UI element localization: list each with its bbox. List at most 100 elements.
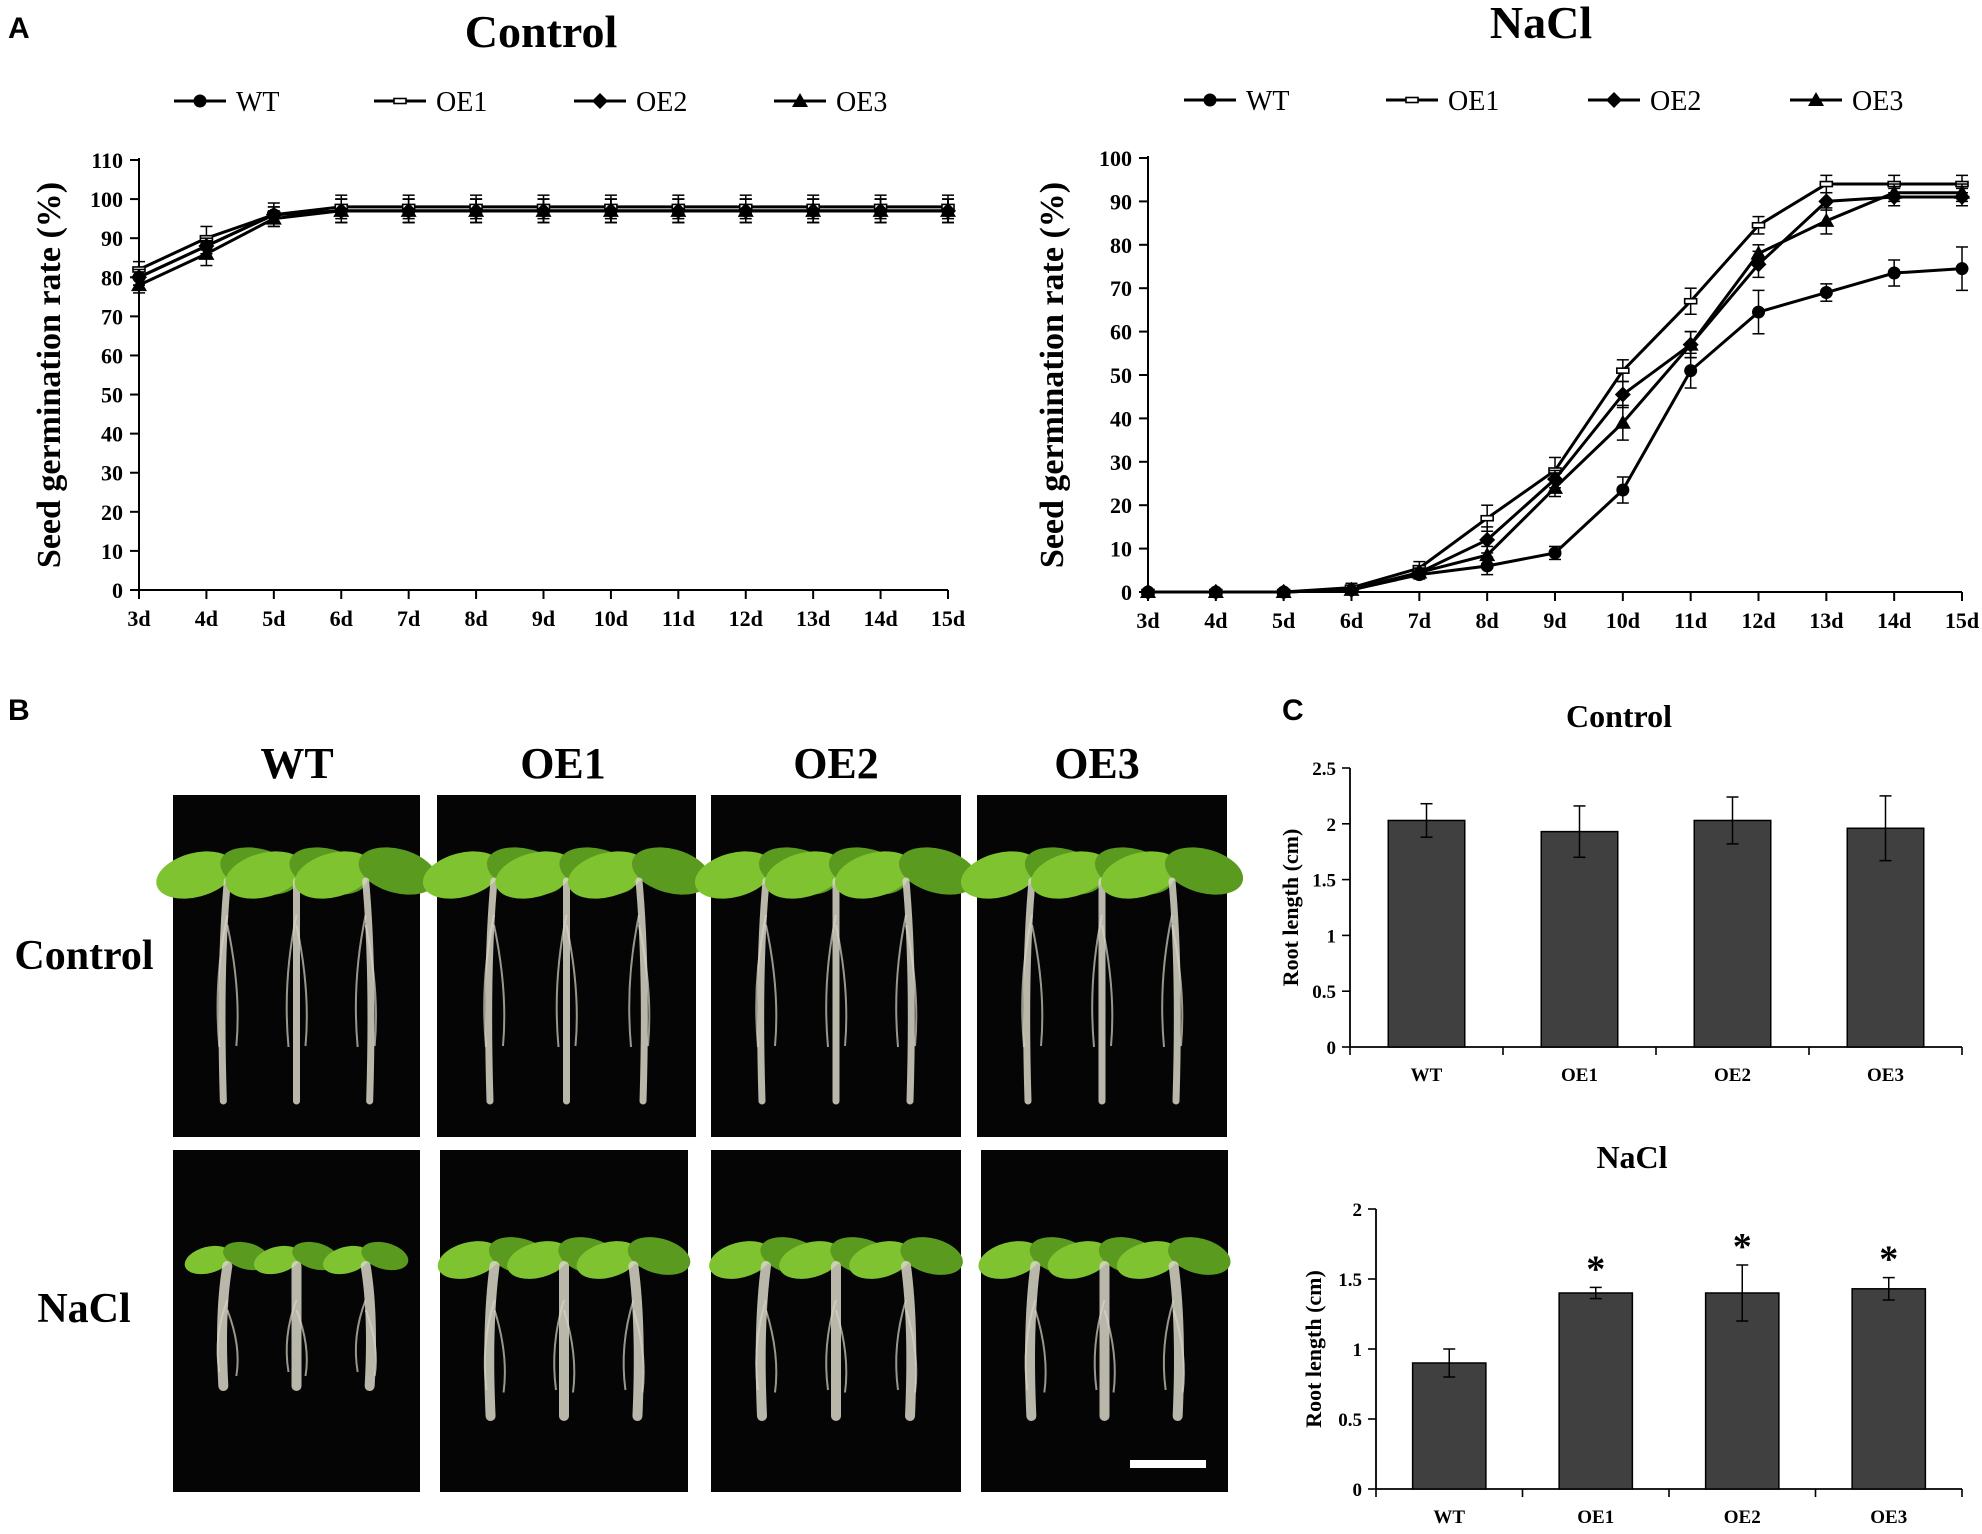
seedling-root [218,877,231,1105]
seedling-leaf [184,1245,232,1275]
y-tick-label: 0 [1121,580,1132,605]
seedling-leaf [422,851,502,899]
data-point-oe2 [1614,386,1631,403]
y-axis-label: Root length (cm) [1278,829,1303,987]
x-tick-label-wt: WT [1411,1065,1443,1086]
y-axis-label: Seed germination rate (%) [31,182,68,568]
seedling-leaf [1030,851,1110,899]
data-point-oe3 [1411,564,1428,579]
seedling-root-hair [354,914,367,1048]
y-tick-label: 50 [101,383,123,408]
seedling-leaf [900,1237,963,1275]
seedling-leaf [495,851,574,899]
bar-wt [1411,1362,1487,1490]
seedling-root-hair [364,924,377,1047]
x-tick-label: 11d [1674,608,1707,633]
legend-label-oe3: OE3 [1852,86,1903,117]
seedling-root-hair [1162,1299,1175,1391]
x-tick-label: 3d [127,606,150,631]
seedling-root-hair [825,914,837,1048]
x-tick-label-oe1: OE1 [1561,1065,1598,1086]
seedling-root-hair [553,1299,565,1391]
seedling-leaf [1164,847,1244,895]
seedling-root [902,877,915,1105]
seedling-leaf [709,1241,772,1279]
y-tick-label: 80 [1110,233,1132,258]
data-point-oe3 [1750,245,1767,260]
chart-title-nacl: NaCl [1596,1139,1667,1175]
photo-row-nacl: NaCl [37,1286,130,1332]
y-tick-label: 0 [1327,1038,1337,1059]
legend-marker-oe3 [1808,92,1824,106]
line-chart-control: Control WT OE1 OE2 OE3 0 10 20 30 40 50 60 70 80 90 100… [31,6,965,631]
y-tick-label: 70 [101,304,123,329]
data-point-oe3 [535,202,552,217]
panel-letter-c: C [1282,694,1304,727]
x-tick-label: 3d [1136,608,1159,633]
seedling-leaf [1100,851,1180,899]
bar-oe2 [1693,819,1772,1048]
seedling-root [628,1261,644,1421]
seedling-root-hair [226,924,239,1047]
seedling-root [484,1261,500,1421]
photo-column-oe3: OE3 [1054,739,1140,788]
x-tick-label-oe2: OE2 [1714,1065,1751,1086]
photo-column-oe2: OE2 [793,739,879,788]
seedling-leaf [1168,1237,1231,1275]
bar-oe3 [1851,1288,1927,1490]
seedling-root-hair [895,1299,907,1391]
data-point-oe3 [1614,414,1631,429]
data-point-oe3 [805,202,822,217]
x-tick-label: 14d [863,606,897,631]
seedling-leaf [507,1241,570,1279]
x-tick-label: 13d [1809,608,1843,633]
data-point-oe3 [872,202,889,217]
x-tick-label-oe1: OE1 [1577,1507,1614,1528]
y-tick-label: 40 [1110,406,1132,431]
seedling-root-hair [565,924,578,1047]
seedling-leaf [898,847,978,895]
legend-marker-wt [193,94,207,108]
seedling-root-hair [216,914,229,1048]
legend-label-oe2: OE2 [636,87,687,118]
y-tick-label: 50 [1110,363,1132,388]
seedling-root-hair [555,914,568,1048]
seedling-root-hair [835,924,848,1047]
scale-bar [1130,1460,1206,1468]
y-tick-label: 30 [101,461,123,486]
seedling-root-hair [765,924,778,1047]
series-line-oe2 [1148,195,1962,594]
seedling-root-hair [755,1299,767,1391]
data-point-oe1 [1683,297,1698,305]
data-point-oe1 [1480,514,1494,522]
seedling-leaf [849,1241,912,1279]
seedling-leaf [960,851,1040,899]
data-point-oe2 [1479,531,1496,548]
legend-marker-oe2 [1606,92,1622,108]
seedling-leaf [437,1241,501,1279]
seedling-root [485,877,498,1105]
seedling-leaf [834,851,914,899]
data-point-oe3 [1140,584,1156,598]
seedling-root-hair [493,924,506,1047]
series-line-oe1 [1148,182,1962,594]
data-point-oe3 [1343,581,1360,596]
legend-label-oe1: OE1 [1448,86,1499,117]
legend-marker-wt [1203,93,1217,107]
data-point-wt [1480,559,1494,573]
bar-chart-nacl: NaCl 0 0.5 1 1.5 2 Root length (cm) WT OE1 * OE2 * O… [1301,1139,1963,1528]
data-point-oe3 [1886,184,1903,199]
x-tick-label: 9d [532,606,555,631]
seedling-leaf [779,1241,842,1279]
x-tick-label: 4d [195,606,218,631]
photo-column-wt: WT [260,739,333,788]
seedling-root-hair [285,1299,298,1373]
y-tick-label: 110 [91,148,123,173]
seedling-root-hair [632,1309,645,1393]
seedling-root-hair [1034,1309,1047,1393]
data-point-oe1 [1616,367,1630,374]
x-tick-label: 8d [1476,608,1499,633]
seedling-root [1025,1261,1041,1421]
seedling-leaf [323,1245,370,1275]
seedling-root-hair [1161,914,1173,1048]
